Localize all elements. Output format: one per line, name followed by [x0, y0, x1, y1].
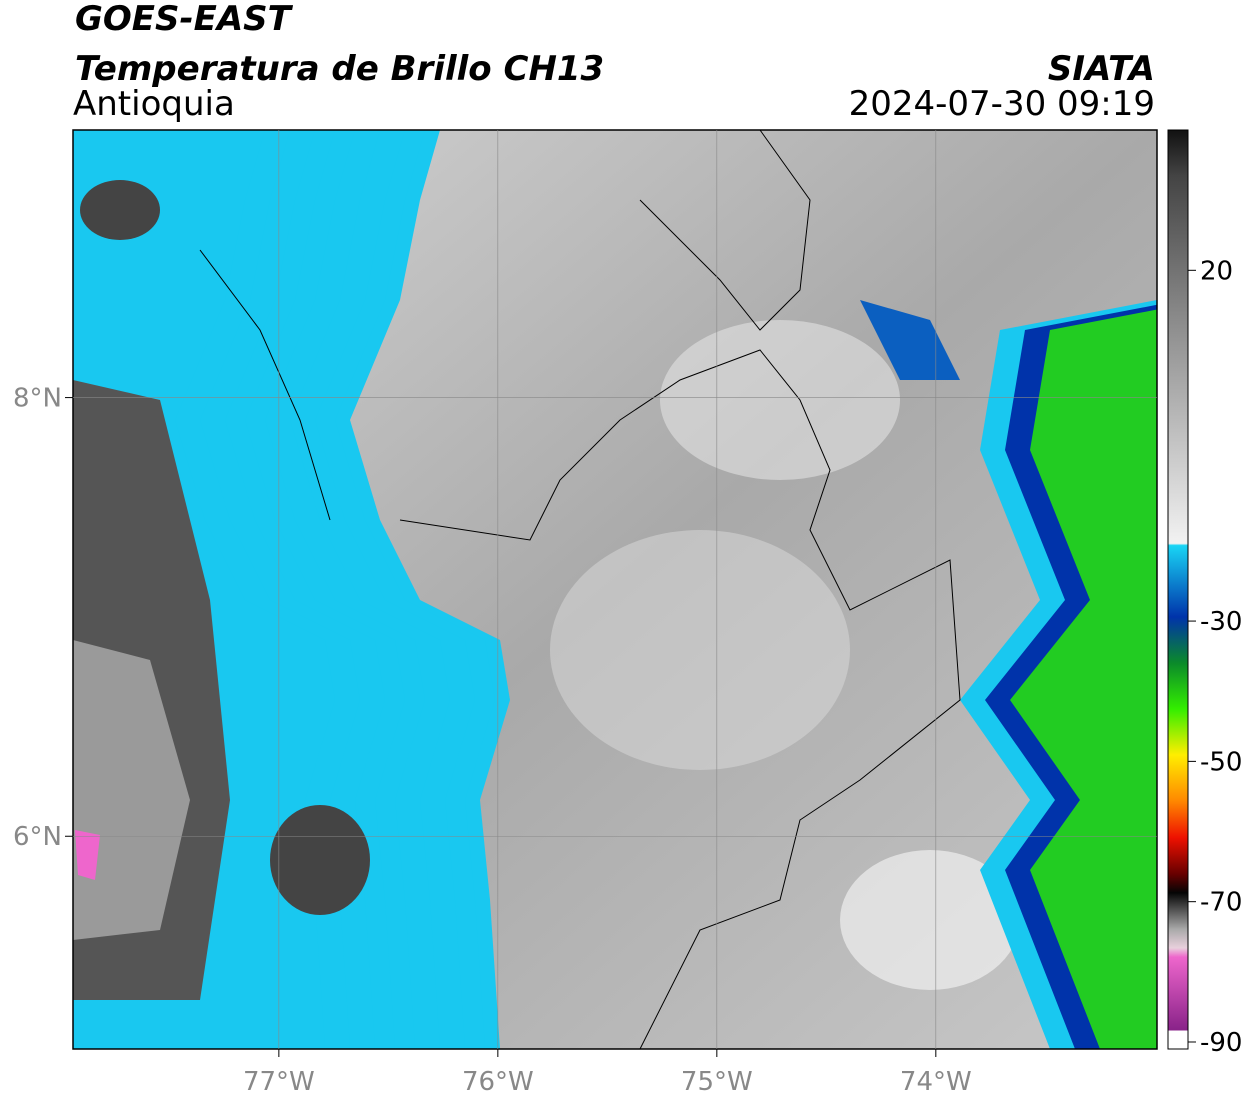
title: GOES-EAST — [75, 0, 294, 39]
colorbar-tick-label: -30 — [1200, 607, 1242, 637]
colorbar-tick-label: -90 — [1200, 1028, 1242, 1058]
borders — [199, 130, 961, 1049]
colorbar-tick-label: -70 — [1200, 888, 1242, 918]
right-storm — [860, 300, 1157, 1049]
axes: 77°W 76°W 75°W 74°W 8°N 6°N 20 -30 -50 -70 -90 — [13, 130, 1242, 1097]
map-frame — [72, 129, 1158, 1050]
x-tick-label: 77°W — [243, 1067, 315, 1097]
x-tick-label: 75°W — [681, 1067, 753, 1097]
datetime: 2024-07-30 09:19 — [849, 84, 1155, 124]
y-tick-label: 6°N — [13, 822, 62, 852]
subtitle: Temperatura de Brillo CH13 — [75, 49, 604, 89]
imagery — [73, 130, 1157, 1049]
y-tick-label: 8°N — [13, 384, 62, 414]
source: SIATA — [1048, 49, 1155, 89]
left-storm — [73, 130, 510, 1049]
colorbar-tick-label: 20 — [1200, 256, 1233, 286]
colorbar — [1167, 129, 1189, 1050]
x-tick-label: 76°W — [462, 1067, 534, 1097]
x-tick-label: 74°W — [900, 1067, 972, 1097]
cloud-patch — [660, 320, 900, 480]
region: Antioquia — [73, 84, 235, 124]
colorbar-tick-label: -50 — [1200, 747, 1242, 777]
cloud-patch — [550, 530, 850, 770]
cloud-patch — [840, 850, 1020, 990]
